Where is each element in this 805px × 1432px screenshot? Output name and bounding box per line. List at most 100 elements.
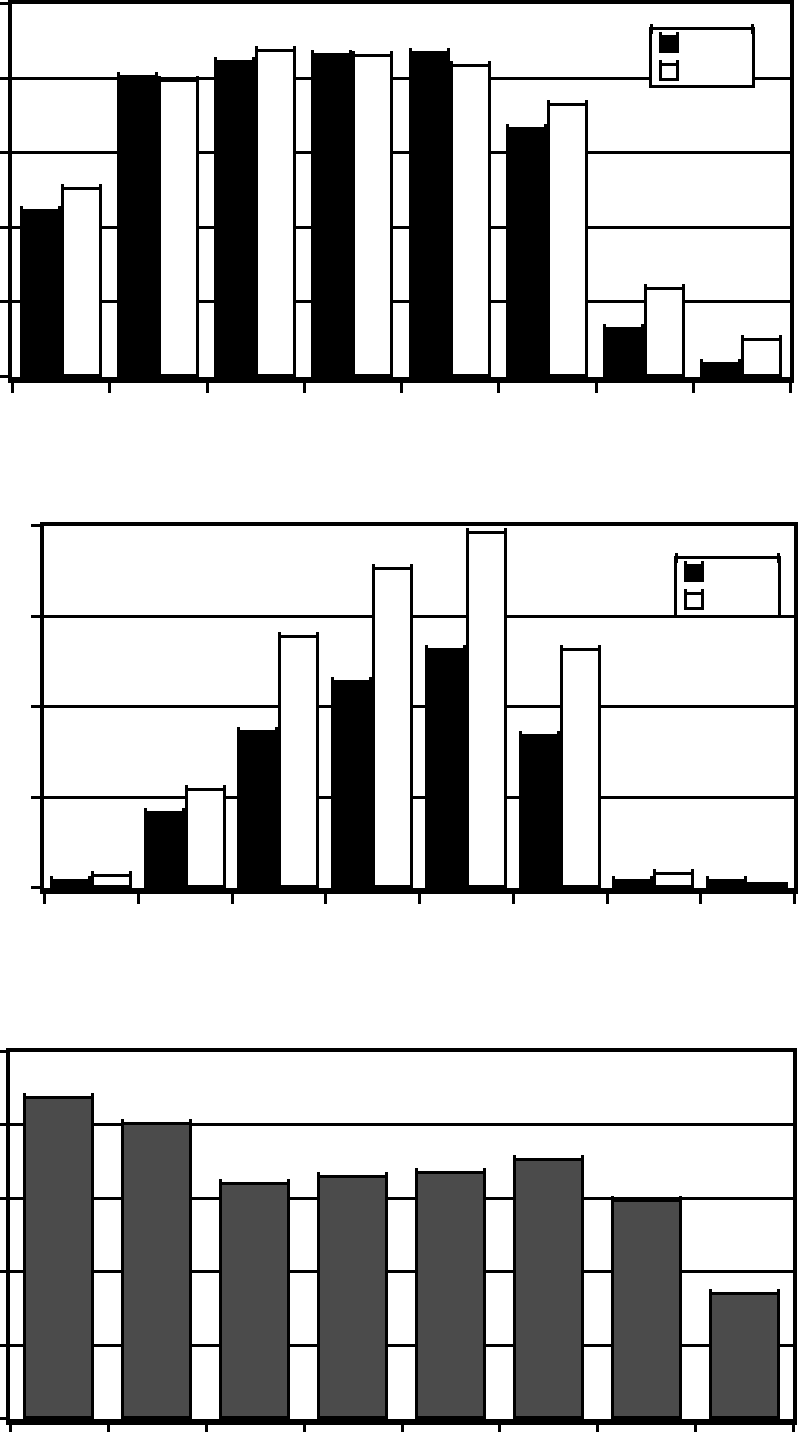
y-axis-tick bbox=[0, 1196, 10, 1200]
y-axis-tick bbox=[0, 1050, 10, 1053]
bar-black-group-5 bbox=[424, 645, 466, 888]
bar-groups bbox=[44, 526, 794, 888]
bar-group-6 bbox=[499, 1052, 597, 1419]
y-axis-tick bbox=[0, 225, 12, 229]
bar-gray-group-3 bbox=[219, 1179, 291, 1419]
chart-top-legend bbox=[649, 24, 755, 88]
bar-black-group-6 bbox=[505, 124, 547, 377]
bar-group-7 bbox=[596, 4, 693, 377]
bar-group-4 bbox=[304, 4, 401, 377]
bar-black-group-7 bbox=[603, 323, 645, 377]
y-axis-tick bbox=[0, 375, 12, 378]
x-axis-tick bbox=[699, 894, 703, 904]
bar-black-group-7 bbox=[612, 875, 654, 888]
gridline-10 bbox=[44, 795, 794, 799]
x-axis-tick bbox=[43, 894, 46, 904]
chart-middle-plot-area bbox=[31, 522, 798, 904]
bar-white-group-6 bbox=[546, 99, 588, 377]
bar-group-3 bbox=[232, 526, 326, 888]
bar-group-7 bbox=[597, 1052, 695, 1419]
bar-group-6 bbox=[513, 526, 607, 888]
y-axis-tick bbox=[0, 300, 12, 304]
bar-group-5 bbox=[419, 526, 513, 888]
bar-black-group-2 bbox=[143, 808, 185, 888]
bar-white-group-8 bbox=[741, 334, 783, 377]
gridline-60 bbox=[12, 151, 790, 155]
y-axis-tick bbox=[0, 1123, 10, 1127]
gridline-20 bbox=[12, 300, 790, 304]
gridline-80 bbox=[10, 1123, 793, 1127]
bar-black-group-4 bbox=[311, 49, 353, 377]
x-axis-tick bbox=[498, 1425, 502, 1432]
bar-gray-group-5 bbox=[414, 1168, 486, 1419]
x-axis-tick bbox=[497, 383, 501, 393]
bar-black-group-6 bbox=[518, 731, 560, 888]
legend-swatch-black bbox=[684, 561, 704, 582]
x-axis-tick bbox=[594, 383, 598, 393]
bar-white-group-1 bbox=[60, 183, 102, 377]
bar-group-4 bbox=[304, 1052, 402, 1419]
bar-group-4 bbox=[325, 526, 419, 888]
y-axis-tick bbox=[0, 1343, 10, 1347]
bar-white-group-7 bbox=[644, 284, 686, 377]
x-axis-tick bbox=[511, 894, 515, 904]
x-axis-tick bbox=[789, 383, 792, 393]
bar-black-group-2 bbox=[116, 71, 158, 377]
x-axis-tick bbox=[418, 894, 421, 904]
legend-swatch-white bbox=[659, 60, 679, 81]
x-axis-tick bbox=[596, 1425, 600, 1432]
x-axis-tick bbox=[108, 383, 112, 393]
bar-white-group-6 bbox=[559, 645, 601, 888]
bar-group-2 bbox=[138, 526, 232, 888]
bar-group-5 bbox=[402, 1052, 500, 1419]
x-axis-tick bbox=[136, 894, 140, 904]
bar-white-group-8 bbox=[747, 882, 789, 888]
bar-group-8 bbox=[700, 526, 794, 888]
bar-gray-group-8 bbox=[708, 1289, 780, 1419]
gridline-20 bbox=[10, 1343, 793, 1347]
y-axis-tick bbox=[0, 76, 12, 80]
bar-white-group-1 bbox=[90, 871, 132, 888]
bar-black-group-3 bbox=[237, 726, 279, 888]
x-axis-tick bbox=[792, 1425, 795, 1432]
x-axis-tick bbox=[691, 383, 695, 393]
x-axis-tick bbox=[302, 383, 306, 393]
x-axis-tick bbox=[694, 1425, 698, 1432]
bar-group-8 bbox=[695, 1052, 793, 1419]
bar-white-group-4 bbox=[372, 563, 414, 888]
bar-white-group-2 bbox=[157, 75, 199, 377]
bar-group-5 bbox=[401, 4, 498, 377]
chart-middle-legend bbox=[674, 553, 781, 618]
bar-white-group-3 bbox=[278, 631, 320, 888]
bar-gray-group-4 bbox=[317, 1171, 389, 1419]
bar-group-3 bbox=[207, 4, 304, 377]
bar-group-6 bbox=[498, 4, 595, 377]
y-axis-tick bbox=[0, 2, 12, 5]
x-axis-tick bbox=[205, 383, 209, 393]
y-axis-tick bbox=[0, 1270, 10, 1274]
bar-group-1 bbox=[44, 526, 138, 888]
x-axis-tick bbox=[400, 1425, 404, 1432]
x-axis-tick bbox=[11, 383, 14, 393]
bar-group-2 bbox=[108, 1052, 206, 1419]
chart-bottom-plot-area bbox=[0, 1048, 797, 1432]
x-axis-tick bbox=[400, 383, 403, 393]
bar-black-group-8 bbox=[706, 875, 748, 888]
bar-gray-group-6 bbox=[512, 1155, 584, 1419]
bar-black-group-1 bbox=[49, 875, 91, 888]
gridline-20 bbox=[44, 705, 794, 708]
bar-group-8 bbox=[693, 4, 790, 377]
x-axis-tick bbox=[302, 1425, 306, 1432]
gridline-80 bbox=[12, 76, 790, 80]
bar-groups bbox=[12, 4, 790, 377]
bar-black-group-8 bbox=[700, 359, 742, 377]
bar-gray-group-1 bbox=[23, 1093, 95, 1419]
bar-gray-group-7 bbox=[610, 1195, 682, 1419]
y-axis-tick bbox=[0, 1417, 10, 1420]
x-axis-tick bbox=[106, 1425, 110, 1432]
legend-swatch-black bbox=[659, 32, 679, 53]
bar-white-group-2 bbox=[184, 785, 226, 888]
bar-white-group-3 bbox=[255, 45, 297, 377]
x-axis-tick bbox=[230, 894, 234, 904]
chart-top-plot-area bbox=[0, 0, 794, 393]
